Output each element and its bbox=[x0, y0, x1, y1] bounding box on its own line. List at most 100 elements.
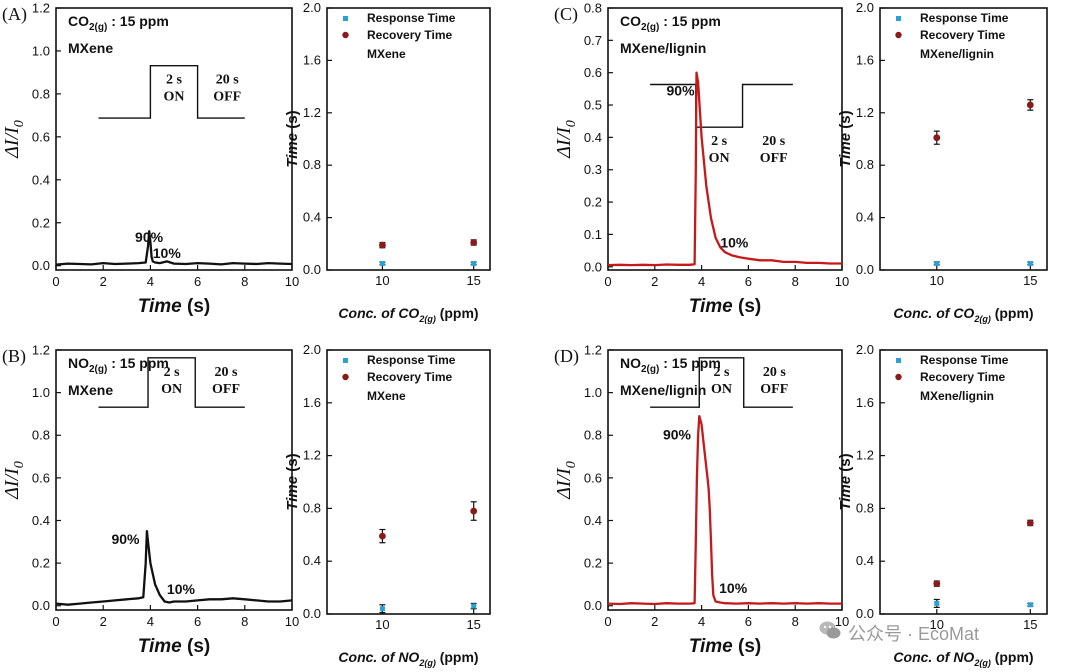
legend-swatch-recovery bbox=[895, 373, 902, 381]
y-tick-label: 0.8 bbox=[584, 1, 602, 16]
y-tick-label: 0.6 bbox=[32, 129, 50, 144]
x-axis-prefix: Conc. of bbox=[893, 649, 953, 665]
x-axis-prefix: Conc. of bbox=[893, 305, 953, 321]
x-tick-label: 6 bbox=[745, 274, 752, 289]
x-tick-label: 10 bbox=[835, 274, 849, 289]
panel-D_main: 0 2 4 6 8 10 0.0 0.2 0.4 0.6 0.8 1.0 1.2 (D) NO2(g) : … bbox=[553, 343, 849, 658]
gas-concentration: : 15 ppm bbox=[107, 355, 168, 371]
plot-frame bbox=[879, 349, 1048, 615]
legend-swatch-recovery bbox=[895, 31, 902, 39]
x-axis-label: Time (s) bbox=[138, 296, 211, 317]
x-tick-label: 8 bbox=[241, 274, 248, 289]
x-axis-label: Time (s) bbox=[689, 636, 762, 657]
recovery-time-point bbox=[470, 239, 478, 246]
legend-label-response: Response Time bbox=[920, 11, 1009, 25]
recovery-time-point bbox=[1026, 519, 1034, 527]
plot-frame bbox=[55, 349, 293, 611]
response-trace bbox=[607, 414, 842, 606]
x-axis-gas-subscript: 2(g) bbox=[418, 314, 436, 324]
x-axis-gas-subscript: 2(g) bbox=[418, 658, 436, 668]
y-axis-name: ΔI/I bbox=[553, 467, 575, 500]
panel-label: (A) bbox=[2, 4, 27, 25]
watermark: 公众号 · EcoMat bbox=[818, 618, 1068, 644]
plot-frame bbox=[607, 7, 843, 271]
pulse-off-label: OFF bbox=[760, 151, 788, 166]
x-tick-label: 4 bbox=[698, 274, 705, 289]
legend-label-material: MXene/lignin bbox=[920, 47, 994, 61]
pulse-off-duration: 20 s bbox=[763, 365, 787, 380]
response-time-point bbox=[934, 260, 940, 266]
y-tick-label: 1.2 bbox=[303, 448, 321, 463]
pulse-off-label: OFF bbox=[760, 382, 788, 397]
y-axis-unit: (s) bbox=[284, 453, 301, 476]
y-tick-label: 0.6 bbox=[584, 65, 602, 80]
x-axis-label: Conc. of NO2(g) (ppm) bbox=[893, 649, 1033, 668]
pulse-waveform bbox=[650, 357, 793, 408]
y-tick-label: 0.8 bbox=[32, 428, 50, 443]
pulse-waveform bbox=[98, 64, 245, 119]
pulse-on-label: ON bbox=[709, 151, 730, 166]
response-trace bbox=[55, 529, 293, 606]
level-annotation: 10% bbox=[719, 580, 748, 596]
response-time-point bbox=[471, 260, 477, 266]
x-tick-label: 10 bbox=[285, 274, 299, 289]
plot-frame bbox=[55, 7, 293, 271]
panel-label: (D) bbox=[554, 346, 579, 367]
x-axis-gas: CO bbox=[398, 305, 419, 321]
panel-D_time: 0.0 0.4 0.8 1.2 1.6 2.0 10 15 Response Time Recov… bbox=[837, 342, 1048, 668]
plot-frame bbox=[607, 349, 843, 611]
legend-swatch-response bbox=[343, 16, 348, 21]
pulse-on-label: ON bbox=[711, 382, 732, 397]
x-tick-label: 8 bbox=[792, 614, 799, 629]
gas-formula: NO bbox=[68, 355, 89, 371]
y-axis-name: ΔI/I bbox=[553, 126, 575, 159]
legend-label-recovery: Recovery Time bbox=[920, 370, 1005, 384]
legend-swatch-response bbox=[896, 358, 901, 363]
x-tick-label: 10 bbox=[285, 614, 299, 629]
y-tick-label: 0.0 bbox=[584, 259, 602, 274]
x-tick-label: 2 bbox=[100, 274, 107, 289]
level-annotation: 90% bbox=[111, 531, 140, 547]
recovery-time-point bbox=[933, 580, 941, 588]
gas-formula: CO bbox=[620, 13, 641, 29]
response-time-point bbox=[934, 600, 940, 606]
recovery-time-point bbox=[470, 507, 478, 515]
y-axis-name: Time bbox=[284, 476, 301, 511]
legend-label-material: MXene bbox=[367, 389, 406, 403]
x-tick-label: 15 bbox=[466, 273, 480, 288]
y-tick-label: 0.2 bbox=[32, 556, 50, 571]
material-label: MXene bbox=[68, 382, 113, 398]
y-tick-label: 0.6 bbox=[584, 470, 602, 485]
x-axis-name: Time bbox=[138, 636, 182, 657]
y-tick-label: 0.3 bbox=[584, 162, 602, 177]
y-axis-label: Time (s) bbox=[837, 110, 854, 167]
material-label: MXene/lignin bbox=[620, 382, 706, 398]
pulse-on-label: ON bbox=[161, 382, 182, 397]
x-axis-label: Time (s) bbox=[138, 636, 211, 657]
y-tick-label: 2.0 bbox=[856, 342, 874, 357]
panel-C_main: 0 2 4 6 8 100.00.10.20.30.40.50.60.70.8(C) CO2… bbox=[553, 1, 849, 318]
y-tick-label: 0.6 bbox=[32, 470, 50, 485]
legend-label-recovery: Recovery Time bbox=[920, 28, 1005, 42]
wechat-icon bbox=[819, 621, 841, 639]
y-tick-label: 0.4 bbox=[584, 130, 602, 145]
x-tick-label: 6 bbox=[194, 274, 201, 289]
x-axis-label: Conc. of CO2(g) (ppm) bbox=[338, 305, 478, 324]
y-tick-label: 0.4 bbox=[856, 210, 874, 225]
gas-formula: NO bbox=[620, 355, 641, 371]
x-tick-label: 2 bbox=[100, 614, 107, 629]
legend-swatch-recovery bbox=[342, 31, 349, 39]
y-axis-label: Time (s) bbox=[284, 453, 301, 510]
response-trace bbox=[55, 230, 293, 266]
x-axis-name: Time bbox=[689, 296, 733, 317]
y-axis-unit: (s) bbox=[837, 110, 854, 133]
gas-concentration: : 15 ppm bbox=[107, 13, 168, 29]
y-tick-label: 1.2 bbox=[32, 1, 50, 16]
x-axis-label: Conc. of CO2(g) (ppm) bbox=[893, 305, 1033, 324]
panel-A_main: 0 2 4 6 8 10 0.0 0.2 0.4 0.6 0.8 1.0 1.2 (A) CO2(g) : … bbox=[1, 1, 299, 318]
y-tick-label: 1.2 bbox=[856, 105, 874, 120]
y-axis-name: ΔI/I bbox=[1, 467, 23, 500]
gas-concentration: : 15 ppm bbox=[659, 355, 720, 371]
gas-subscript: 2(g) bbox=[641, 364, 659, 375]
